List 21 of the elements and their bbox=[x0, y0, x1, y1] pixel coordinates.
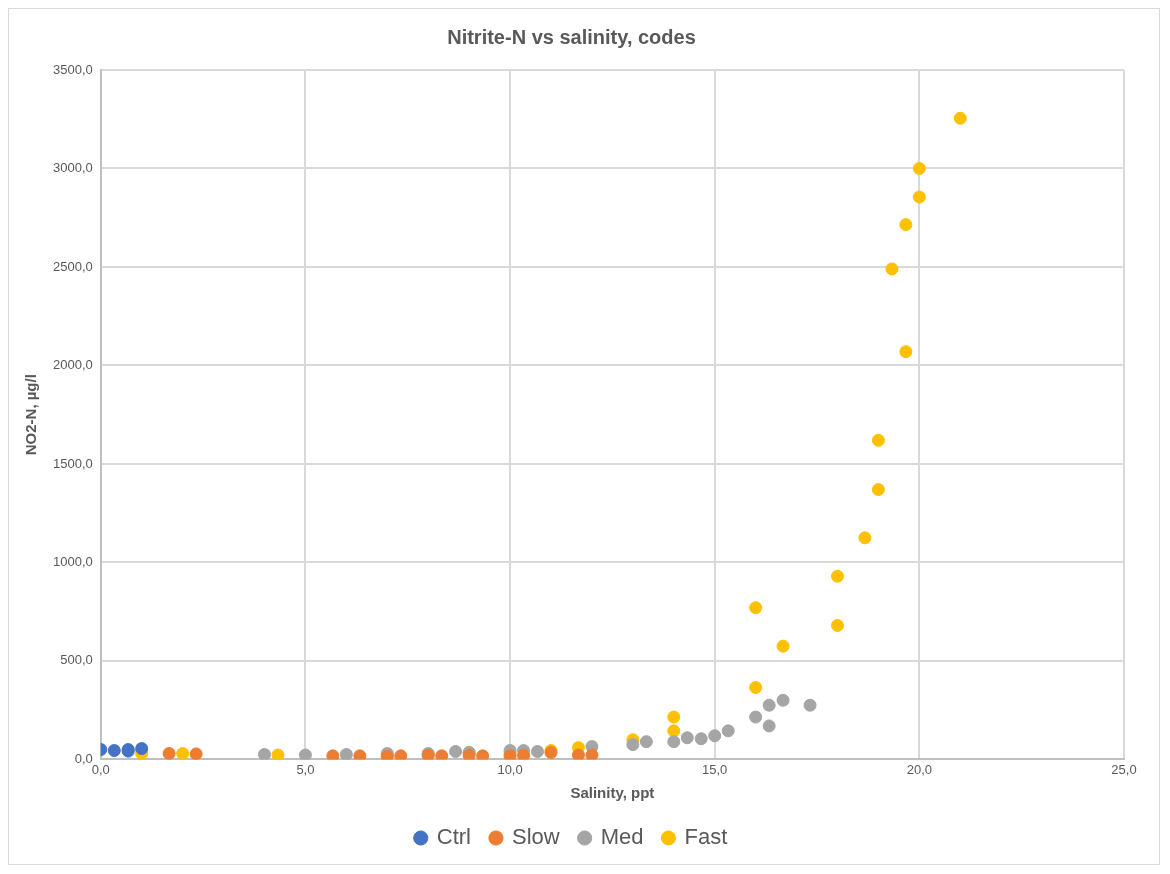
x-tick-label: 5,0 bbox=[296, 761, 315, 777]
x-tick-label: 15,0 bbox=[702, 761, 728, 777]
x-tick-label: 0,0 bbox=[91, 761, 110, 777]
legend-label: Ctrl bbox=[436, 824, 471, 850]
legend-label: Slow bbox=[511, 824, 560, 850]
y-tick-label: 2000,0 bbox=[53, 357, 93, 373]
x-tick-label: 20,0 bbox=[906, 761, 933, 777]
y-tick-label: 1500,0 bbox=[53, 455, 93, 471]
x-tick-label: 25,0 bbox=[1111, 761, 1137, 777]
y-tick-label: 3500,0 bbox=[53, 61, 93, 77]
y-tick-label: 1000,0 bbox=[53, 554, 93, 570]
x-axis-title: Salinity, ppt bbox=[570, 784, 655, 802]
y-tick-label: 3000,0 bbox=[53, 160, 93, 176]
y-axis-title: NO2-N, µg/l bbox=[22, 374, 40, 456]
legend-label: Med bbox=[600, 824, 644, 850]
x-tick-label: 10,0 bbox=[497, 761, 523, 777]
y-tick-label: 0,0 bbox=[74, 750, 93, 766]
chart-title: Nitrite-N vs salinity, codes bbox=[447, 25, 696, 48]
y-tick-label: 500,0 bbox=[60, 652, 93, 668]
y-tick-label: 2500,0 bbox=[53, 258, 93, 274]
legend-label: Fast bbox=[684, 824, 728, 850]
